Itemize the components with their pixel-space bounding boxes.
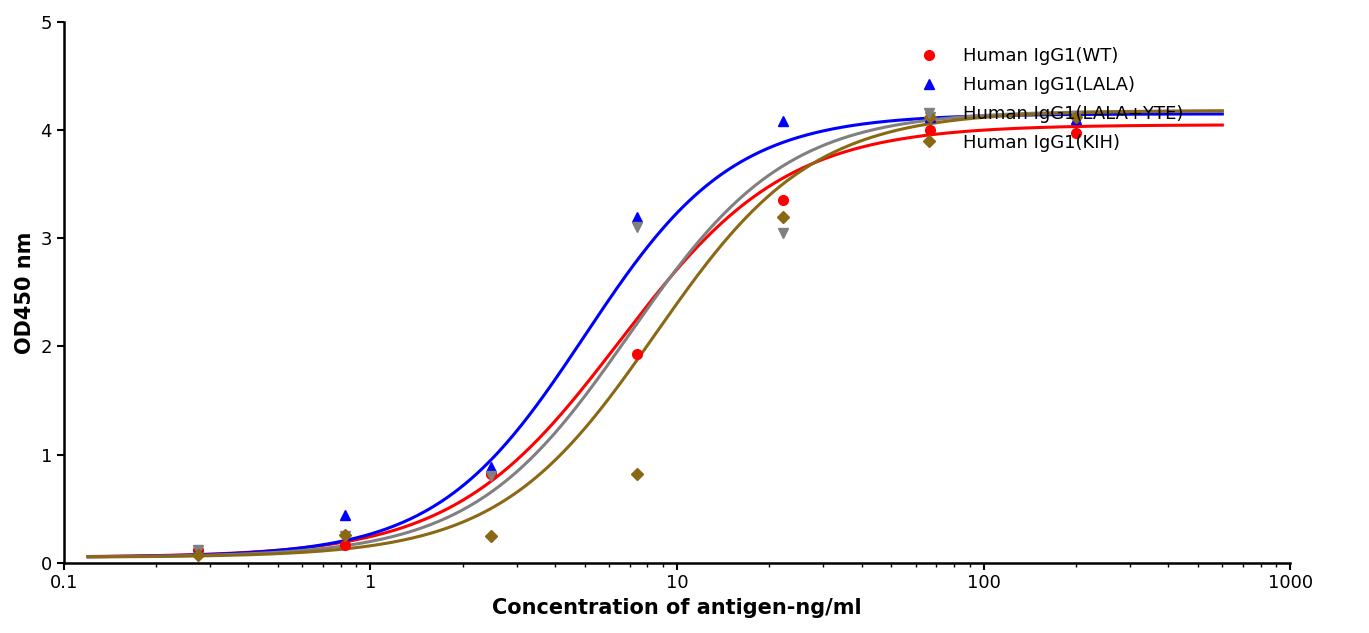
Legend: Human IgG1(WT), Human IgG1(LALA), Human IgG1(LALA+YTE), Human IgG1(KIH): Human IgG1(WT), Human IgG1(LALA), Human … xyxy=(906,47,1183,152)
Human IgG1(KIH) xyxy=(483,532,500,539)
Human IgG1(WT) xyxy=(1068,130,1084,137)
Human IgG1(LALA+YTE) xyxy=(628,223,645,231)
Human IgG1(LALA) xyxy=(628,213,645,220)
Human IgG1(WT) xyxy=(190,546,207,553)
Human IgG1(KIH) xyxy=(921,113,938,121)
Human IgG1(LALA) xyxy=(190,546,207,553)
Line: Human IgG1(LALA): Human IgG1(LALA) xyxy=(193,112,1082,555)
Human IgG1(LALA+YTE) xyxy=(921,113,938,121)
Human IgG1(LALA) xyxy=(483,464,500,472)
Human IgG1(KIH) xyxy=(775,213,791,220)
Human IgG1(LALA) xyxy=(775,118,791,125)
Human IgG1(WT) xyxy=(628,350,645,358)
Human IgG1(LALA+YTE) xyxy=(1068,112,1084,120)
Human IgG1(LALA) xyxy=(921,113,938,121)
Line: Human IgG1(LALA+YTE): Human IgG1(LALA+YTE) xyxy=(193,111,1082,555)
Human IgG1(LALA) xyxy=(337,511,353,519)
Y-axis label: OD450 nm: OD450 nm xyxy=(15,231,36,353)
Human IgG1(WT) xyxy=(775,197,791,204)
Line: Human IgG1(KIH): Human IgG1(KIH) xyxy=(194,113,1080,559)
Human IgG1(KIH) xyxy=(337,530,353,538)
Human IgG1(WT) xyxy=(337,542,353,549)
Human IgG1(KIH) xyxy=(628,470,645,478)
Human IgG1(LALA+YTE) xyxy=(775,229,791,237)
X-axis label: Concentration of antigen-ng/ml: Concentration of antigen-ng/ml xyxy=(493,598,862,618)
Human IgG1(KIH) xyxy=(1068,113,1084,121)
Human IgG1(LALA+YTE) xyxy=(190,546,207,553)
Human IgG1(WT) xyxy=(483,470,500,478)
Human IgG1(LALA) xyxy=(1068,115,1084,123)
Human IgG1(LALA+YTE) xyxy=(483,472,500,480)
Human IgG1(LALA+YTE) xyxy=(337,532,353,539)
Human IgG1(KIH) xyxy=(190,551,207,559)
Human IgG1(WT) xyxy=(921,127,938,134)
Line: Human IgG1(WT): Human IgG1(WT) xyxy=(193,125,1082,555)
